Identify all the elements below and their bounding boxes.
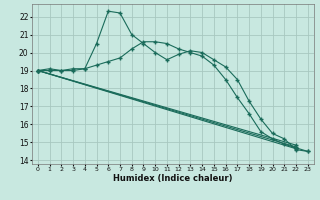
X-axis label: Humidex (Indice chaleur): Humidex (Indice chaleur): [113, 174, 233, 183]
